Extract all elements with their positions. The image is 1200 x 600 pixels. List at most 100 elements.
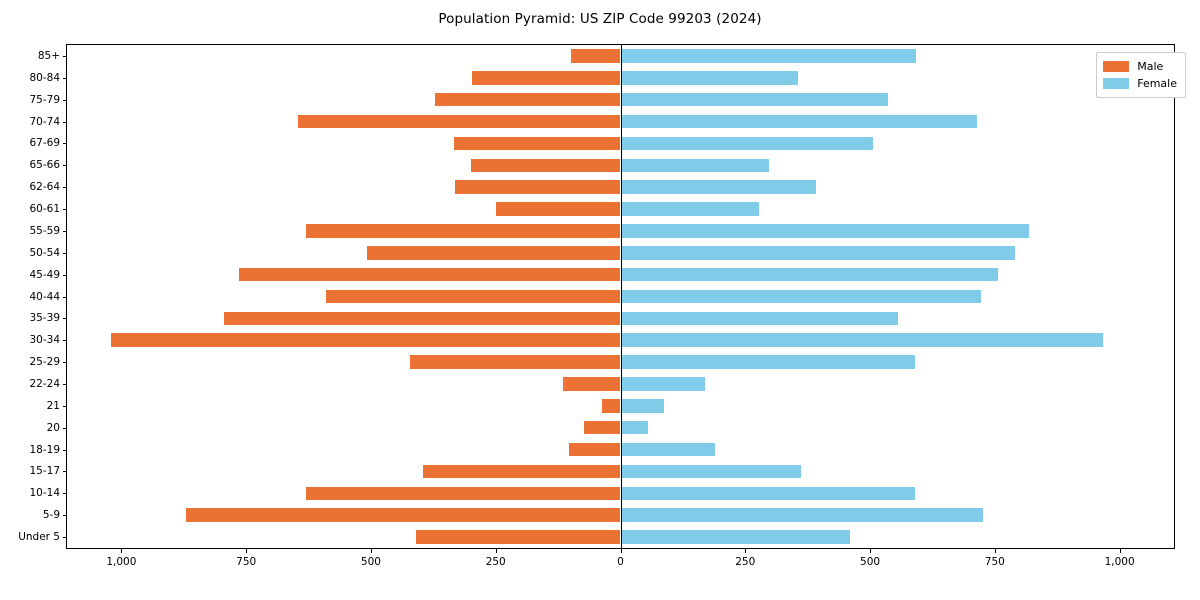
bar-female — [620, 71, 799, 85]
bar-male — [422, 464, 621, 479]
y-tick-label: 85+ — [37, 49, 60, 62]
y-tick-mark — [62, 493, 66, 495]
y-tick-label: 5-9 — [42, 509, 60, 522]
y-tick-mark — [62, 427, 66, 429]
pyramid-row — [67, 355, 1174, 369]
y-tick-mark — [62, 383, 66, 385]
bar-female — [620, 399, 665, 413]
y-tick-mark — [62, 405, 66, 407]
y-tick-mark — [62, 362, 66, 364]
x-tick-mark — [246, 549, 248, 553]
y-tick-label: 35-39 — [29, 312, 60, 325]
legend-label: Female — [1137, 77, 1177, 90]
bar-female — [620, 158, 770, 173]
bar-male — [366, 245, 621, 260]
pyramid-row — [67, 49, 1174, 63]
bar-female — [620, 333, 1104, 347]
pyramid-row — [67, 399, 1174, 413]
x-tick-mark — [495, 549, 497, 553]
pyramid-row — [67, 289, 1174, 304]
pyramid-row — [67, 508, 1174, 522]
bar-male — [454, 136, 621, 151]
x-tick-mark — [870, 549, 872, 553]
bar-female — [620, 136, 874, 151]
x-tick-label: 250 — [735, 556, 756, 568]
legend-item-female: Female — [1103, 75, 1177, 92]
y-tick-mark — [62, 165, 66, 167]
pyramid-row — [67, 267, 1174, 282]
y-tick-label: 10-14 — [29, 487, 60, 500]
y-tick-label: 45-49 — [29, 268, 60, 281]
y-tick-label: 55-59 — [29, 224, 60, 237]
x-tick-label: 500 — [360, 556, 381, 568]
y-tick-label: 80-84 — [29, 71, 60, 84]
pyramid-row — [67, 486, 1174, 501]
bar-female — [620, 49, 916, 63]
bar-male — [298, 114, 621, 129]
legend-swatch-female — [1103, 78, 1130, 89]
pyramid-row — [67, 464, 1174, 479]
x-tick-mark — [1119, 549, 1121, 553]
y-tick-mark — [62, 515, 66, 517]
y-tick-mark — [62, 55, 66, 57]
pyramid-row — [67, 92, 1174, 107]
bar-male — [602, 399, 621, 413]
y-tick-mark — [62, 318, 66, 320]
y-tick-mark — [62, 296, 66, 298]
bar-male — [455, 180, 621, 194]
y-tick-mark — [62, 230, 66, 232]
y-tick-label: 65-66 — [29, 159, 60, 172]
bar-male — [185, 508, 621, 522]
y-tick-label: 75-79 — [29, 93, 60, 106]
bar-female — [620, 464, 802, 479]
bar-male — [568, 442, 621, 457]
y-tick-label: 15-17 — [29, 465, 60, 478]
y-tick-label: 20 — [46, 421, 60, 434]
chart-legend: Male Female — [1096, 52, 1186, 98]
bar-male — [471, 71, 621, 85]
bar-male — [305, 486, 621, 501]
y-tick-mark — [62, 471, 66, 473]
pyramid-row — [67, 224, 1174, 238]
y-tick-mark — [62, 537, 66, 539]
legend-swatch-male — [1103, 61, 1130, 72]
bar-female — [620, 267, 998, 282]
pyramid-row — [67, 136, 1174, 151]
chart-title: Population Pyramid: US ZIP Code 99203 (2… — [438, 11, 762, 27]
pyramid-row — [67, 114, 1174, 129]
pyramid-row — [67, 442, 1174, 457]
y-tick-label: 18-19 — [29, 443, 60, 456]
bar-male — [470, 158, 621, 173]
bar-female — [620, 420, 649, 435]
y-tick-label: 50-54 — [29, 246, 60, 259]
pyramid-row — [67, 420, 1174, 435]
y-tick-label: 30-34 — [29, 334, 60, 347]
pyramid-row — [67, 377, 1174, 391]
x-axis-labels: 1,000 750 500 250 0 250 500 750 1,000 — [66, 556, 1175, 576]
bars-layer — [67, 45, 1174, 548]
bar-female — [620, 245, 1015, 260]
y-tick-label: Under 5 — [18, 531, 60, 544]
y-tick-mark — [62, 187, 66, 189]
legend-item-male: Male — [1103, 58, 1177, 75]
pyramid-row — [67, 202, 1174, 216]
bar-female — [620, 486, 915, 501]
y-tick-label: 67-69 — [29, 137, 60, 150]
y-tick-label: 22-24 — [29, 377, 60, 390]
x-tick-label: 1,000 — [106, 556, 137, 568]
y-tick-label: 21 — [46, 399, 60, 412]
x-tick-label: 500 — [860, 556, 881, 568]
bar-male — [570, 49, 621, 63]
y-tick-label: 40-44 — [29, 290, 60, 303]
y-tick-label: 62-64 — [29, 181, 60, 194]
pyramid-row — [67, 333, 1174, 347]
x-tick-label: 1,000 — [1104, 556, 1135, 568]
bar-male — [305, 224, 621, 238]
y-tick-label: 70-74 — [29, 115, 60, 128]
bar-female — [620, 530, 851, 544]
pyramid-row — [67, 71, 1174, 85]
pyramid-row — [67, 530, 1174, 544]
x-axis-ticks — [66, 549, 1175, 557]
bar-male — [326, 289, 621, 304]
bar-female — [620, 92, 888, 107]
